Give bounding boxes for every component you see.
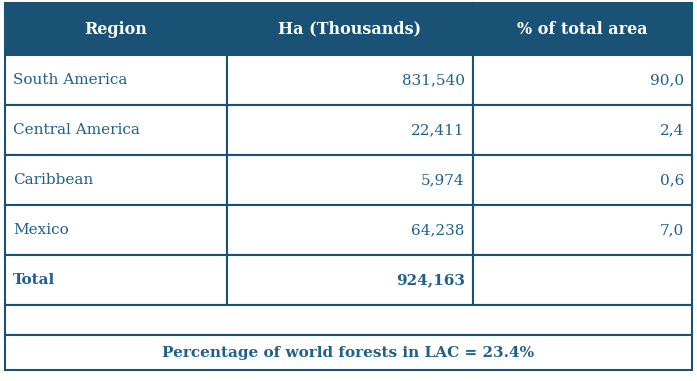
Bar [5,335,692,370]
Text: Caribbean: Caribbean [13,173,93,187]
Text: 831,540: 831,540 [402,73,465,87]
Text: Mexico: Mexico [13,223,69,237]
Bar [473,205,692,255]
Text: South America: South America [13,73,128,87]
Bar [227,105,473,155]
Bar [473,255,692,305]
Bar [5,105,227,155]
Text: 64,238: 64,238 [411,223,465,237]
Bar [227,255,473,305]
Bar [227,55,473,105]
Text: Central America: Central America [13,123,140,137]
Bar [473,55,692,105]
Text: 924,163: 924,163 [396,273,465,287]
Text: Percentage of world forests in LAC = 23.4%: Percentage of world forests in LAC = 23.… [162,346,535,360]
Text: 2,4: 2,4 [659,123,684,137]
Bar [5,155,227,205]
Text: 7,0: 7,0 [660,223,684,237]
Text: Total: Total [13,273,55,287]
Text: Region: Region [84,21,147,37]
Bar [473,155,692,205]
Bar [5,3,227,55]
Text: 90,0: 90,0 [650,73,684,87]
Text: Ha (Thousands): Ha (Thousands) [278,21,422,37]
Bar [5,205,227,255]
Bar [227,155,473,205]
Bar [227,3,473,55]
Bar [5,305,692,335]
Bar [473,3,692,55]
Bar [5,255,227,305]
Text: % of total area: % of total area [517,21,648,37]
Text: 5,974: 5,974 [421,173,465,187]
Text: 0,6: 0,6 [659,173,684,187]
Bar [473,105,692,155]
Text: 22,411: 22,411 [411,123,465,137]
Bar [5,55,227,105]
Bar [227,205,473,255]
